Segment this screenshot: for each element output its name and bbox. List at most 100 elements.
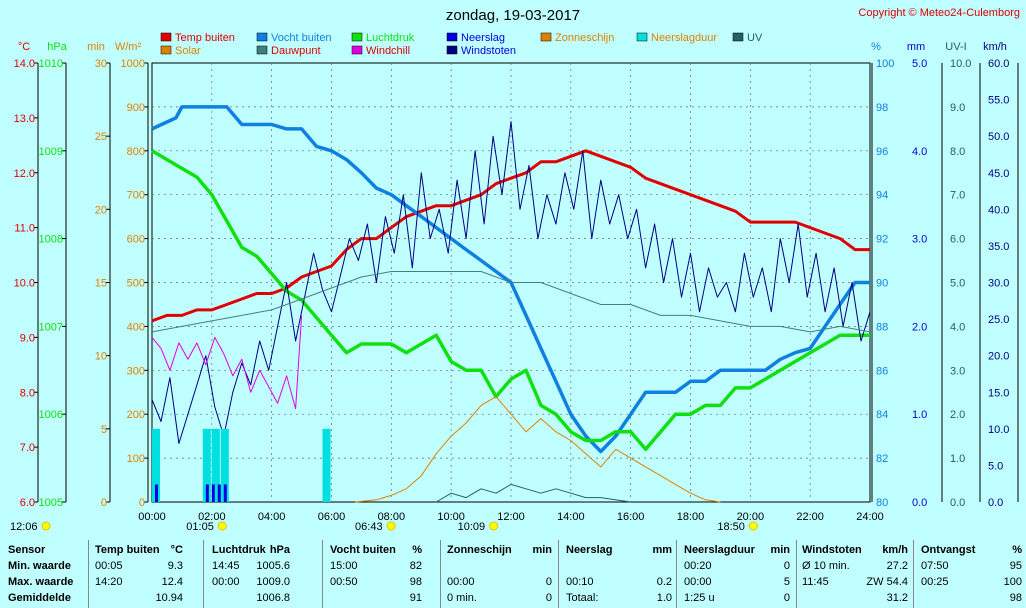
x-tick-label: 08:00: [378, 511, 406, 523]
table-cell: 27.2: [886, 560, 908, 572]
series-line-temp-buiten: [151, 149, 870, 323]
table-cell: 00:05: [95, 560, 123, 572]
legend-swatch: [732, 32, 744, 42]
table-cell: 00:10: [566, 576, 594, 588]
data-marks: [151, 105, 871, 503]
tick-label: 50.0: [988, 131, 1009, 143]
table-cell: 1009.0: [256, 576, 290, 588]
legend-swatch: [160, 32, 172, 42]
table-cell: Gemiddelde: [8, 592, 71, 604]
tick-label: 5.0: [912, 58, 927, 70]
table-header-cell: Sensor: [8, 544, 46, 556]
sun-marker-label: 12:06: [10, 521, 38, 533]
tick-label: 10.0: [988, 424, 1009, 436]
table-header-cell: hPa: [269, 544, 290, 556]
neerslag-bar: [205, 484, 209, 502]
neerslagduur-bar: [220, 428, 229, 502]
legend-label: Neerslagduur: [651, 32, 717, 44]
weather-chart: zondag, 19-03-2017 Copyright © Meteo24-C…: [10, 7, 1020, 533]
tick-label: 6.0: [950, 234, 965, 246]
grid: 00:00 02:00 04:00 06:00 08:00 10:00 12:00 14:00…: [138, 63, 884, 523]
legend-label: UV: [747, 32, 763, 44]
tick-label: 500: [127, 278, 145, 290]
tick-label: 15: [95, 278, 107, 290]
neerslag-bar: [211, 484, 215, 502]
table-header-cell: min: [532, 544, 552, 556]
stats-table: Sensor Temp buiten °C Luchtdruk hPa Vocht bui…: [0, 540, 1026, 608]
table-header-cell: Neerslagduur: [684, 544, 755, 556]
legend-swatch: [636, 32, 648, 42]
tick-label: 60.0: [988, 58, 1009, 70]
series-line-luchtdruk: [151, 149, 870, 452]
table-cell: 0: [783, 560, 790, 572]
table-cell: 0: [545, 576, 552, 588]
tick-label: 35.0: [988, 241, 1009, 253]
tick-label: 10.0: [950, 58, 971, 70]
legend-label: Temp buiten: [175, 32, 235, 44]
series-line-uv: [435, 483, 631, 503]
table-header-cell: %: [1012, 544, 1022, 556]
table-cell: 91: [409, 592, 422, 604]
legend-label: Windchill: [366, 45, 410, 57]
axis-unit: km/h: [983, 41, 1007, 53]
tick-label: 1000: [121, 58, 145, 70]
chart-legend: Temp buiten Vocht buiten Luchtdruk Neerslag…: [160, 32, 763, 57]
table-divider: [322, 540, 323, 608]
sun-markers: 12:06 01:05 06:43 10:09 18:50: [10, 521, 758, 533]
legend-label: Neerslag: [461, 32, 505, 44]
table-header-cell: km/h: [882, 544, 908, 556]
table-divider: [203, 540, 204, 608]
tick-label: 4.0: [912, 146, 927, 158]
table-cell: 1005.6: [256, 560, 290, 572]
tick-label: 2.0: [950, 409, 965, 421]
x-tick-label: 06:00: [318, 511, 346, 523]
table-cell: 10.94: [155, 592, 183, 604]
table-cell: 07:50: [921, 560, 949, 572]
neerslagduur-bar: [211, 428, 220, 502]
neerslag-bar: [223, 484, 227, 502]
axes: °C14.013.012.011.010.09.08.07.06.0hPa101…: [14, 41, 1019, 509]
neerslag-bar: [154, 484, 158, 502]
table-cell: 15:00: [330, 560, 358, 572]
neerslag-bar: [217, 484, 221, 502]
tick-label: 7.0: [950, 190, 965, 202]
table-header-cell: Windstoten: [802, 544, 862, 556]
table-cell: 14:45: [212, 560, 240, 572]
table-cell: Min. waarde: [8, 560, 71, 572]
copyright-text: Copyright © Meteo24-Culemborg: [858, 7, 1020, 19]
table-cell: 00:50: [330, 576, 358, 588]
axis-unit: mm: [907, 41, 925, 53]
series-line-windstoten: [151, 121, 871, 444]
table-divider: [440, 540, 441, 608]
axis-unit: %: [871, 41, 881, 53]
x-tick-label: 16:00: [617, 511, 645, 523]
table-cell: 0: [783, 592, 790, 604]
tick-label: 11.0: [14, 223, 35, 235]
tick-label: 14.0: [14, 58, 35, 70]
tick-label: 25.0: [988, 314, 1009, 326]
tick-label: 7.0: [20, 442, 35, 454]
tick-label: 8.0: [20, 387, 35, 399]
table-divider: [558, 540, 559, 608]
table-divider: [676, 540, 677, 608]
tick-label: 45.0: [988, 168, 1009, 180]
series-line-dauwpunt: [151, 271, 871, 333]
legend-swatch: [160, 45, 172, 55]
axis-unit: UV-I: [945, 41, 966, 53]
table-cell: 9.3: [167, 560, 183, 572]
tick-label: 1010: [39, 58, 63, 70]
tick-label: 700: [127, 190, 145, 202]
tick-label: 4.0: [950, 321, 965, 333]
sun-icon: [217, 521, 227, 531]
table-cell: 98: [1009, 592, 1022, 604]
tick-label: 98: [876, 102, 888, 114]
tick-label: 90: [876, 278, 888, 290]
legend-swatch: [256, 45, 268, 55]
tick-label: 15.0: [988, 387, 1009, 399]
legend-swatch: [446, 45, 458, 55]
axis-unit: hPa: [47, 41, 67, 53]
tick-label: 40.0: [988, 204, 1009, 216]
sun-icon: [386, 521, 396, 531]
sun-marker-label: 06:43: [355, 521, 383, 533]
sun-icon: [41, 521, 51, 531]
